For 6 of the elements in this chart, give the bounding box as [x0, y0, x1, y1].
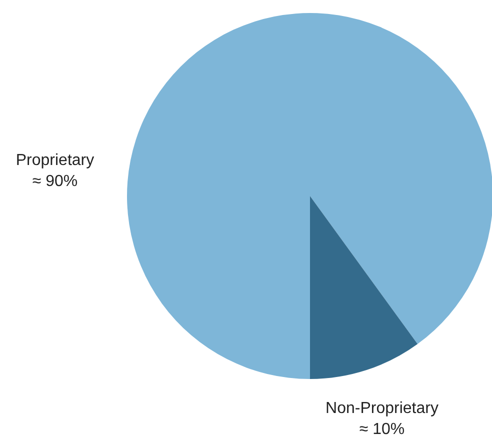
pie-slice — [310, 196, 418, 379]
slice-label: Proprietary — [16, 152, 94, 169]
data-label: ≈ 90% — [32, 173, 78, 190]
slice-label: Non-Proprietary — [326, 400, 438, 417]
pie-slice — [127, 13, 492, 379]
data-label: ≈ 10% — [359, 421, 405, 438]
